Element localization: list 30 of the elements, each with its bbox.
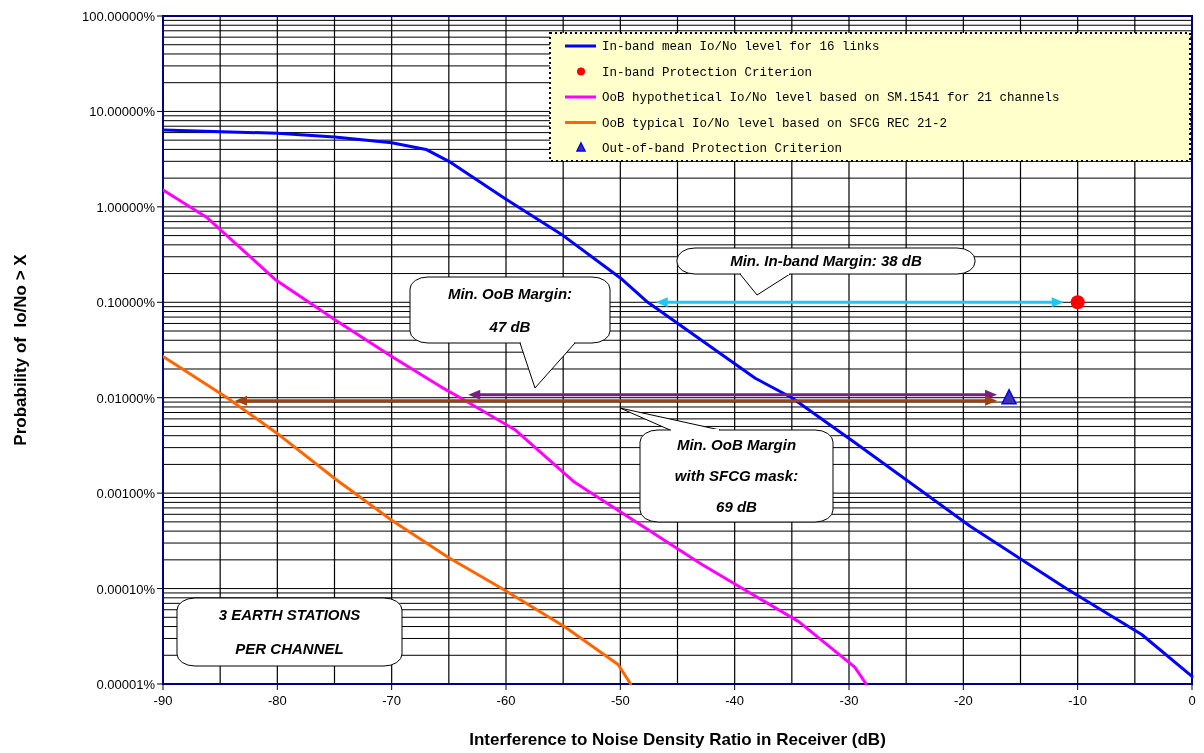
legend-label: In-band Protection Criterion xyxy=(602,65,813,80)
legend-label: Out-of-band Protection Criterion xyxy=(602,142,843,156)
annotation: Min. In-band Margin: 38 dB xyxy=(730,252,922,269)
legend-label: OoB hypothetical Io/No level based on SM.1541 for 21 channels xyxy=(602,91,1060,105)
annotation: Min. OoB Margin with SFCG mask: 69 dB xyxy=(674,436,799,515)
y-tick-label: 0.00100% xyxy=(96,486,156,502)
y-tick-label: 0.00001% xyxy=(96,677,156,692)
legend-label: In-band mean Io/No level for 16 links xyxy=(602,40,880,54)
annotation: Min. OoB Margin: 47 dB xyxy=(447,284,573,335)
x-tick-label: -70 xyxy=(382,693,402,708)
y-tick-label: 1.00000% xyxy=(96,199,156,215)
y-tick-label: 0.10000% xyxy=(96,295,156,311)
y-axis-title: Probability of Io/No > X xyxy=(11,253,30,446)
x-tick-label: 0 xyxy=(1188,693,1196,708)
x-tick-label: -20 xyxy=(953,693,973,708)
x-tick-label: -40 xyxy=(725,693,745,708)
line-series xyxy=(163,355,633,686)
x-tick-label: -50 xyxy=(610,693,630,708)
x-tick-label: -10 xyxy=(1068,693,1088,708)
annotation: 3 EARTH STATIONS PER CHANNEL xyxy=(218,606,361,657)
x-tick-label: -30 xyxy=(839,693,859,708)
y-tick-label: 100.00000% xyxy=(81,9,156,24)
x-tick-label: -80 xyxy=(267,693,287,708)
y-tick-label: 10.00000% xyxy=(89,104,156,120)
x-tick-label: -90 xyxy=(153,693,173,708)
x-axis-title: Interference to Noise Density Ratio in Receiver (dB) xyxy=(469,730,886,749)
x-tick-label: -60 xyxy=(496,693,516,708)
y-tick-label: 0.00010% xyxy=(96,581,156,597)
legend-label: OoB typical Io/No level based on SFCG REC 21-2 xyxy=(602,116,948,131)
y-tick-label: 0.01000% xyxy=(96,390,156,406)
